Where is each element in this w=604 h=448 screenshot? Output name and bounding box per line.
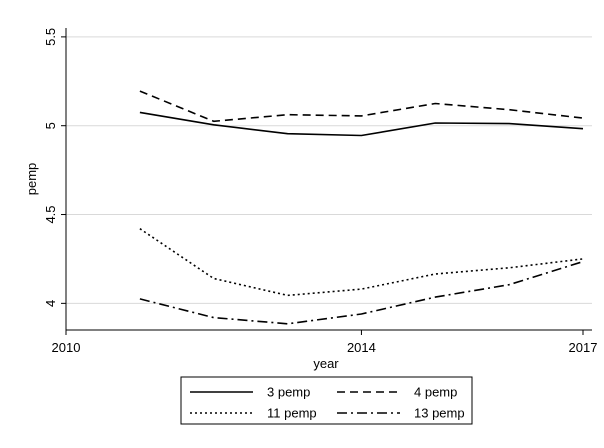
legend-label: 4 pemp [414, 385, 457, 400]
y-axis-title: pemp [24, 163, 39, 196]
y-tick-label: 5.5 [43, 28, 58, 46]
axes [65, 28, 592, 331]
series-line-13-pemp [139, 260, 584, 325]
series-lines [139, 90, 584, 325]
x-tick-label: 2017 [569, 340, 598, 355]
legend: 3 pemp 4 pemp 11 pemp 13 pemp [180, 376, 473, 425]
legend-items: 3 pemp 4 pemp 11 pemp 13 pemp [190, 385, 465, 421]
legend-label: 11 pemp [267, 406, 317, 421]
y-tick-label: 5 [43, 122, 58, 129]
series-line-4-pemp [139, 90, 584, 123]
series-line-11-pemp [139, 228, 584, 297]
legend-box [180, 376, 473, 425]
series-line-3-pemp [139, 111, 584, 137]
legend-label: 3 pemp [267, 385, 310, 400]
legend-label: 13 pemp [414, 406, 465, 421]
x-ticks: 2010 2014 2017 [52, 330, 598, 355]
x-axis-title: year [313, 356, 339, 371]
x-tick-label: 2014 [347, 340, 376, 355]
gridlines [66, 36, 592, 304]
y-tick-label: 4.5 [43, 205, 58, 223]
y-ticks: 4 4.5 5 5.5 [43, 28, 66, 307]
x-tick-label: 2010 [52, 340, 81, 355]
y-tick-label: 4 [43, 300, 58, 307]
